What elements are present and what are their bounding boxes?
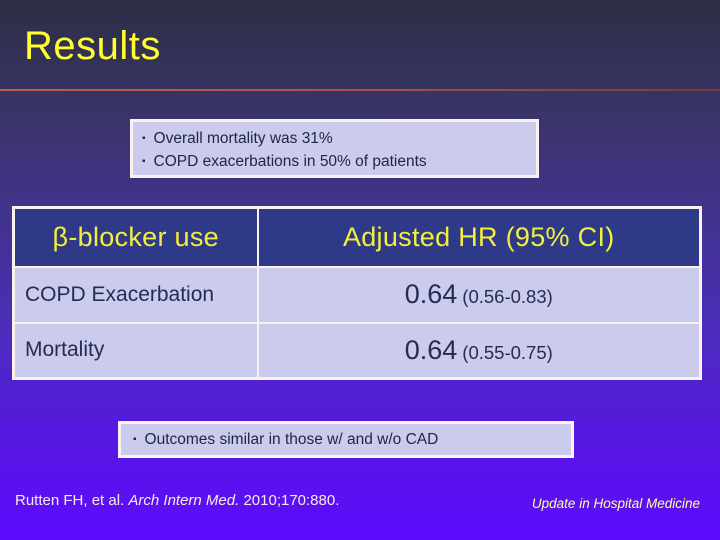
- row-label: Mortality: [12, 321, 259, 380]
- table-row-copd-exacerbation: COPD Exacerbation 0.64 (0.56-0.83): [12, 265, 702, 324]
- citation-authors: Rutten FH, et al.: [15, 492, 129, 509]
- citation-volume: 2010;170:880.: [239, 492, 340, 509]
- header-cell-adjusted-hr: Adjusted HR (95% CI): [256, 206, 702, 268]
- citation: Rutten FH, et al. Arch Intern Med. 2010;…: [15, 492, 339, 509]
- bullet-item: ▪ Overall mortality was 31%: [142, 127, 528, 150]
- title-underline-rule: [0, 89, 720, 91]
- slide-title: Results: [24, 24, 161, 68]
- row-value-cell: 0.64 (0.55-0.75): [256, 321, 702, 380]
- cad-note-callout: ▪ Outcomes similar in those w/ and w/o CA…: [118, 421, 574, 458]
- bullet-icon: ▪: [133, 434, 137, 445]
- header-cell-exposure: β-blocker use: [12, 206, 259, 268]
- hr-confidence-interval: (0.56-0.83): [462, 286, 553, 307]
- hr-value: 0.64: [404, 334, 458, 365]
- bullet-text: COPD exacerbations in 50% of patients: [153, 153, 427, 170]
- table-row-mortality: Mortality 0.64 (0.55-0.75): [12, 321, 702, 380]
- row-value-cell: 0.64 (0.56-0.83): [256, 265, 702, 324]
- hr-confidence-interval: (0.55-0.75): [462, 341, 553, 363]
- hr-value: 0.64: [404, 279, 458, 309]
- bullet-text: Outcomes similar in those w/ and w/o CAD: [144, 431, 439, 448]
- bullet-icon: ▪: [142, 133, 146, 144]
- bullet-text: Overall mortality was 31%: [153, 130, 333, 147]
- series-title: Update in Hospital Medicine: [531, 496, 700, 511]
- bullet-item: ▪ Outcomes similar in those w/ and w/o CA…: [133, 428, 438, 451]
- key-findings-callout: ▪ Overall mortality was 31% ▪ COPD exacerb…: [130, 119, 539, 178]
- table-header-row: β-blocker use Adjusted HR (95% CI): [12, 206, 702, 268]
- bullet-item: ▪ COPD exacerbations in 50% of patients: [142, 150, 528, 173]
- bullet-icon: ▪: [142, 156, 146, 167]
- row-label: COPD Exacerbation: [12, 265, 259, 324]
- citation-journal: Arch Intern Med.: [128, 492, 240, 509]
- results-table: β-blocker use Adjusted HR (95% CI) COPD …: [12, 206, 702, 380]
